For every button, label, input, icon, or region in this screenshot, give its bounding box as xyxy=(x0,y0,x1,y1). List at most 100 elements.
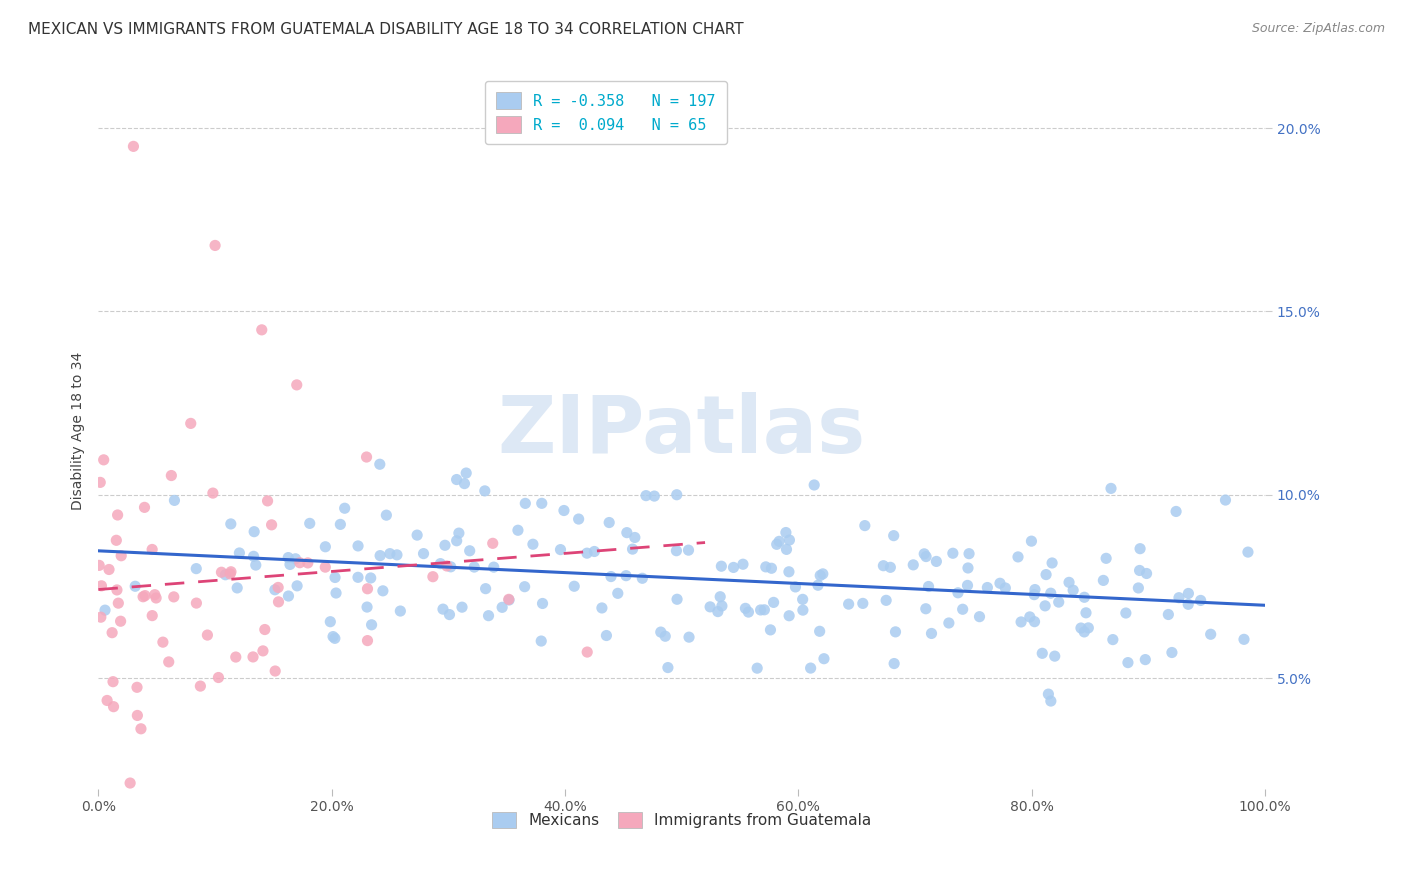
Point xyxy=(838,597,860,611)
Text: ZIPatlas: ZIPatlas xyxy=(498,392,866,470)
Point xyxy=(976,581,998,595)
Point xyxy=(1161,646,1184,660)
Point xyxy=(129,722,152,736)
Point xyxy=(813,651,835,665)
Point xyxy=(439,607,461,622)
Point xyxy=(368,457,391,471)
Point xyxy=(946,586,969,600)
Point xyxy=(314,540,336,554)
Point xyxy=(107,596,129,610)
Point xyxy=(143,588,166,602)
Point xyxy=(749,603,772,617)
Point xyxy=(1177,597,1199,611)
Point xyxy=(141,542,163,557)
Point xyxy=(264,582,287,597)
Point xyxy=(1129,564,1152,578)
Point xyxy=(678,543,700,558)
Point xyxy=(1021,534,1043,549)
Point xyxy=(1135,652,1157,666)
Point xyxy=(90,579,112,593)
Point xyxy=(1070,621,1092,635)
Point xyxy=(506,523,529,537)
Point xyxy=(103,699,125,714)
Point xyxy=(89,475,111,490)
Point xyxy=(807,578,830,592)
Point xyxy=(1073,624,1095,639)
Legend: Mexicans, Immigrants from Guatemala: Mexicans, Immigrants from Guatemala xyxy=(485,805,877,835)
Point xyxy=(368,549,391,563)
Point xyxy=(952,602,974,616)
Point xyxy=(1062,583,1084,598)
Point xyxy=(925,554,948,568)
Point xyxy=(553,503,575,517)
Point xyxy=(297,556,319,570)
Point xyxy=(1033,599,1056,613)
Point xyxy=(576,645,599,659)
Point xyxy=(621,542,644,557)
Point xyxy=(665,488,688,502)
Point xyxy=(110,614,132,628)
Point xyxy=(429,557,451,571)
Point xyxy=(285,579,308,593)
Point xyxy=(163,590,186,604)
Point xyxy=(378,547,401,561)
Point xyxy=(768,534,790,549)
Point xyxy=(800,661,823,675)
Point xyxy=(90,610,112,624)
Point xyxy=(530,496,553,510)
Point xyxy=(285,377,308,392)
Point xyxy=(145,591,167,605)
Point xyxy=(356,582,378,596)
Point xyxy=(446,533,468,548)
Point xyxy=(808,624,831,639)
Point xyxy=(872,558,894,573)
Point xyxy=(914,601,936,615)
Point xyxy=(731,558,754,572)
Point xyxy=(356,450,378,464)
Point xyxy=(325,586,347,600)
Point xyxy=(422,570,444,584)
Point xyxy=(433,538,456,552)
Point xyxy=(406,528,429,542)
Point xyxy=(957,547,980,561)
Point xyxy=(1038,687,1060,701)
Point xyxy=(319,615,342,629)
Point xyxy=(634,489,657,503)
Point xyxy=(1007,549,1029,564)
Point xyxy=(1043,649,1066,664)
Point xyxy=(606,586,628,600)
Point xyxy=(884,624,907,639)
Point xyxy=(595,628,617,642)
Point xyxy=(201,486,224,500)
Point xyxy=(219,516,242,531)
Point xyxy=(699,599,721,614)
Point xyxy=(94,603,117,617)
Point xyxy=(1135,566,1157,581)
Point xyxy=(197,628,219,642)
Point xyxy=(921,626,943,640)
Point xyxy=(775,525,797,540)
Point xyxy=(277,550,299,565)
Point xyxy=(808,568,831,582)
Point xyxy=(186,561,208,575)
Point xyxy=(98,562,121,576)
Point xyxy=(264,664,287,678)
Point xyxy=(912,547,935,561)
Point xyxy=(678,630,700,644)
Point xyxy=(707,605,730,619)
Point xyxy=(710,559,733,574)
Point xyxy=(132,590,155,604)
Point xyxy=(761,561,783,575)
Point xyxy=(785,580,807,594)
Point xyxy=(778,533,800,547)
Point xyxy=(474,483,496,498)
Point xyxy=(163,493,186,508)
Point xyxy=(883,529,905,543)
Point xyxy=(1024,615,1046,629)
Point xyxy=(157,655,180,669)
Point xyxy=(226,581,249,595)
Point xyxy=(323,570,346,584)
Point xyxy=(568,512,591,526)
Point xyxy=(108,818,131,832)
Point xyxy=(190,679,212,693)
